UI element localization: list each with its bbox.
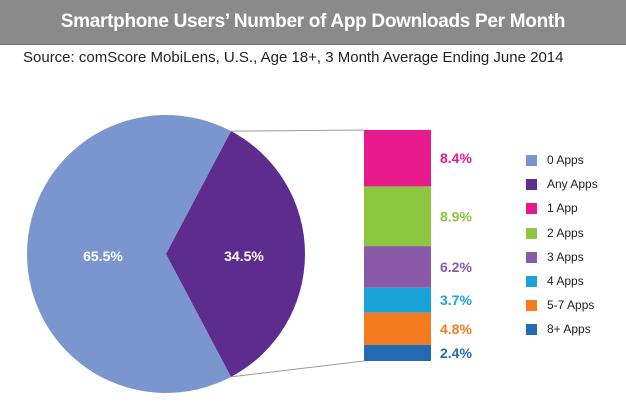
legend-label: 0 Apps <box>547 153 584 167</box>
bar-segment-2-apps <box>364 186 431 247</box>
connector-lines <box>230 129 365 378</box>
legend-swatch <box>526 324 537 336</box>
legend-swatch <box>526 155 537 166</box>
stacked-bar: 8.4% 8.9% 6.2% 3.7% 4.8% 2.4% <box>364 130 472 361</box>
legend-label: 4 Apps <box>547 274 584 288</box>
legend-swatch <box>526 251 537 263</box>
chart-title: Smartphone Users’ Number of App Download… <box>60 11 566 32</box>
legend-swatch <box>526 179 537 191</box>
legend-swatch <box>526 300 537 312</box>
pie-slice-0-apps <box>27 114 232 394</box>
legend-swatch <box>526 227 537 239</box>
legend-swatch <box>526 203 537 215</box>
legend-label: Any Apps <box>547 177 598 192</box>
bar-segment-1-app <box>364 130 431 187</box>
legend-label: 8+ Apps <box>547 322 591 337</box>
legend-label: 3 Apps <box>547 249 584 264</box>
connector-line-bottom <box>230 360 365 378</box>
legend-label: 2 Apps <box>547 225 584 240</box>
pie-label-0-apps: 65.5% <box>83 248 123 264</box>
bar-segment-5-7-apps <box>364 312 431 345</box>
bar-label-4-apps: 3.7% <box>440 292 472 308</box>
legend-label: 1 App <box>547 201 578 216</box>
connector-line-top <box>231 129 365 132</box>
bar-label-3-apps: 6.2% <box>440 259 472 275</box>
bar-segment-8-apps <box>364 344 431 361</box>
bar-label-1-app: 8.4% <box>440 150 472 166</box>
bar-label-5-7-apps: 4.8% <box>440 321 472 337</box>
legend-label: 5-7 Apps <box>547 298 595 313</box>
pie-chart: 65.5% 34.5% <box>27 114 305 394</box>
legend-swatch <box>526 276 537 287</box>
chart-subtitle: Source: comScore MobiLens, U.S., Age 18+… <box>23 49 564 66</box>
bar-label-8-apps: 2.4% <box>440 345 472 361</box>
bar-label-2-apps: 8.9% <box>440 208 472 224</box>
pie-slice-any-apps <box>166 131 305 377</box>
bar-segment-3-apps <box>364 246 431 288</box>
title-bar: Smartphone Users’ Number of App Download… <box>0 0 626 45</box>
bar-segment-4-apps <box>364 287 431 313</box>
pie-label-any-apps: 34.5% <box>224 248 264 264</box>
